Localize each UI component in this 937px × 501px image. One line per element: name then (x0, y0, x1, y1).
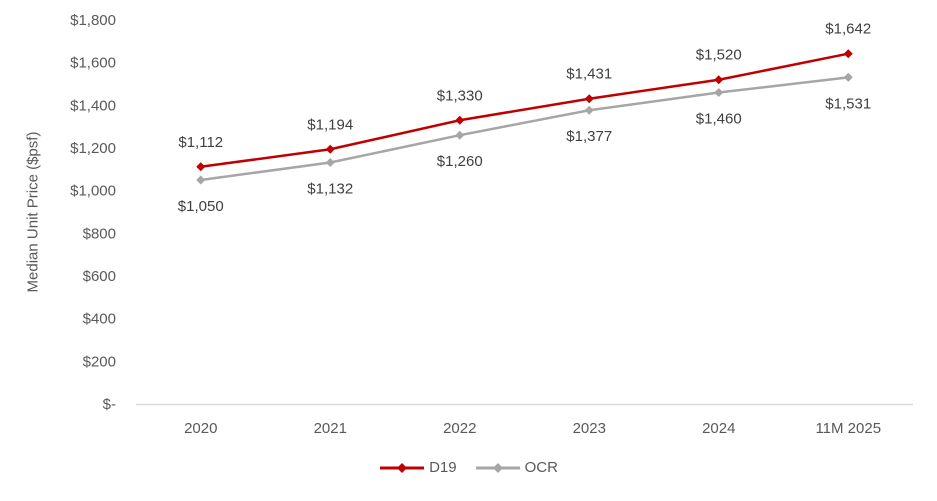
series-marker-ocr-diamond-icon (714, 88, 724, 98)
data-label-d19: $1,194 (307, 116, 353, 133)
x-axis-tick-label: 2024 (702, 420, 735, 437)
series-marker-ocr-diamond-icon (584, 105, 594, 115)
legend-diamond-icon (492, 462, 503, 473)
legend-item-d19: D19 (379, 459, 457, 476)
data-label-d19: $1,642 (825, 21, 871, 38)
y-axis-tick-label: $1,800 (70, 12, 116, 29)
series-marker-d19-diamond-icon (325, 144, 335, 154)
data-label-ocr: $1,531 (825, 95, 871, 112)
data-label-d19: $1,330 (437, 87, 483, 104)
legend-sample-d19-line-icon (380, 462, 425, 473)
y-axis-tick-label: $1,400 (70, 97, 116, 114)
series-marker-d19-diamond-icon (196, 162, 206, 172)
legend-label-ocr: OCR (524, 459, 558, 476)
y-axis-tick-label: $- (103, 396, 116, 413)
y-axis-tick-label: $200 (83, 353, 116, 370)
y-axis-tick-label: $1,200 (70, 140, 116, 157)
data-label-ocr: $1,460 (696, 111, 742, 128)
legend-item-ocr: OCR (475, 459, 558, 476)
series-marker-ocr-diamond-icon (843, 72, 853, 82)
series-line-ocr (200, 76, 849, 182)
y-axis-tick-label: $600 (83, 268, 116, 285)
x-axis-tick-label: 2021 (314, 420, 347, 437)
data-label-d19: $1,112 (178, 134, 223, 151)
series-marker-d19-diamond-icon (584, 94, 594, 104)
series-marker-d19-diamond-icon (714, 75, 724, 85)
data-label-ocr: $1,260 (437, 153, 483, 170)
x-axis-tick-label: 2020 (184, 420, 217, 437)
y-axis-tick-label: $800 (83, 225, 116, 242)
legend-label-d19: D19 (429, 459, 457, 476)
series-line-d19 (200, 52, 849, 169)
data-label-d19: $1,520 (696, 47, 742, 64)
legend-sample-ocr-line-icon (475, 462, 520, 473)
y-axis-tick-label: $1,000 (70, 183, 116, 200)
data-label-d19: $1,431 (566, 66, 612, 83)
legend: D19 OCR (0, 459, 937, 476)
y-axis-tick-label: $1,600 (70, 55, 116, 72)
x-axis-tick-label: 11M 2025 (815, 420, 881, 437)
x-axis-tick-label: 2023 (573, 420, 606, 437)
legend-diamond-icon (397, 462, 408, 473)
data-label-ocr: $1,132 (307, 181, 353, 198)
y-axis-tick-label: $400 (83, 311, 116, 328)
data-label-ocr: $1,377 (566, 128, 612, 145)
series-marker-d19-diamond-icon (843, 49, 853, 59)
series-marker-ocr-diamond-icon (455, 130, 465, 140)
series-marker-ocr-diamond-icon (325, 158, 335, 168)
series-marker-ocr-diamond-icon (196, 175, 206, 185)
data-label-ocr: $1,050 (178, 198, 224, 215)
x-axis-tick-label: 2022 (443, 420, 476, 437)
series-marker-d19-diamond-icon (455, 115, 465, 125)
